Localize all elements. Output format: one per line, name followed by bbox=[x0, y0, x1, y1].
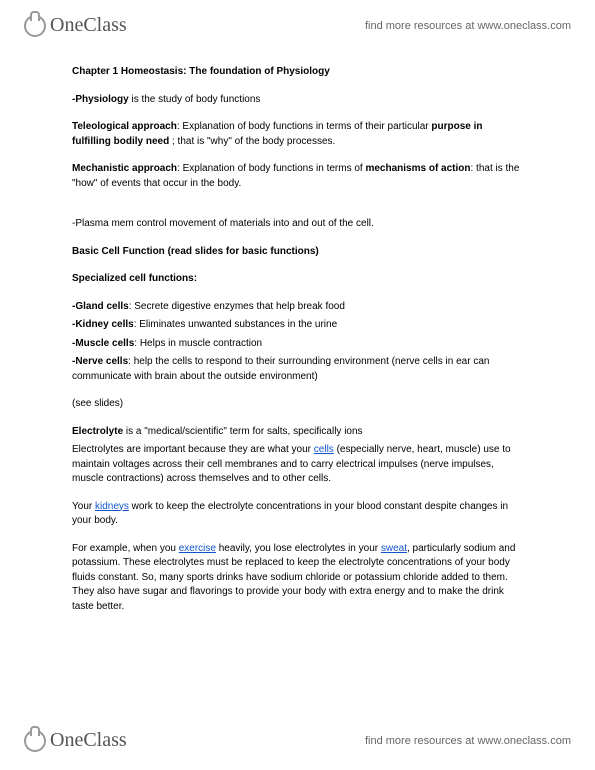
mechanistic-label: Mechanistic approach bbox=[72, 163, 177, 174]
physiology-label: -Physiology bbox=[72, 94, 129, 105]
specialized-heading: Specialized cell functions: bbox=[72, 272, 523, 287]
kidneys-para: Your kidneys work to keep the electrolyt… bbox=[72, 500, 523, 529]
gland-text: : Secrete digestive enzymes that help br… bbox=[129, 301, 345, 312]
teleological-para: Teleological approach: Explanation of bo… bbox=[72, 120, 523, 149]
kidneys-a: Your bbox=[72, 501, 95, 512]
gland-label: -Gland cells bbox=[72, 301, 129, 312]
sweat-link[interactable]: sweat bbox=[381, 543, 407, 554]
chapter-title-text: Chapter 1 Homeostasis: The foundation of… bbox=[72, 66, 330, 77]
page-footer: OneClass find more resources at www.onec… bbox=[0, 719, 595, 770]
electrolyte-def: Electrolyte is a "medical/scientific" te… bbox=[72, 425, 523, 440]
brand-logo: OneClass bbox=[24, 14, 127, 37]
page-header: OneClass find more resources at www.onec… bbox=[0, 0, 595, 47]
resources-link-footer[interactable]: find more resources at www.oneclass.com bbox=[365, 735, 571, 747]
example-b: heavily, you lose electrolytes in your bbox=[216, 543, 381, 554]
logo-icon bbox=[24, 730, 46, 752]
document-content: Chapter 1 Homeostasis: The foundation of… bbox=[0, 47, 595, 614]
muscle-label: -Muscle cells bbox=[72, 338, 134, 349]
brand-name: OneClass bbox=[50, 14, 127, 37]
nerve-label: -Nerve cells bbox=[72, 356, 128, 367]
kidney-cells-line: -Kidney cells: Eliminates unwanted subst… bbox=[72, 318, 523, 333]
nerve-text: : help the cells to respond to their sur… bbox=[72, 356, 489, 382]
plasma-para: -Plasma mem control movement of material… bbox=[72, 217, 523, 232]
teleological-text1: : Explanation of body functions in terms… bbox=[177, 121, 432, 132]
teleological-text2: ; that is "why" of the body processes. bbox=[169, 136, 335, 147]
logo-icon bbox=[24, 15, 46, 37]
muscle-cells-line: -Muscle cells: Helps in muscle contracti… bbox=[72, 337, 523, 352]
basic-cell-label: Basic Cell Function bbox=[72, 246, 165, 257]
brand-name-footer: OneClass bbox=[50, 729, 127, 752]
basic-cell-heading: Basic Cell Function (read slides for bas… bbox=[72, 245, 523, 260]
electrolyte-def-text: is a "medical/scientific" term for salts… bbox=[123, 426, 362, 437]
teleological-label: Teleological approach bbox=[72, 121, 177, 132]
physiology-definition: -Physiology is the study of body functio… bbox=[72, 93, 523, 108]
exercise-link[interactable]: exercise bbox=[179, 543, 216, 554]
mechanistic-text1: : Explanation of body functions in terms… bbox=[177, 163, 365, 174]
example-para: For example, when you exercise heavily, … bbox=[72, 542, 523, 615]
gland-cells-line: -Gland cells: Secrete digestive enzymes … bbox=[72, 300, 523, 315]
mechanistic-para: Mechanistic approach: Explanation of bod… bbox=[72, 162, 523, 191]
mechanistic-bold2: mechanisms of action bbox=[365, 163, 470, 174]
electrolyte-p2a: Electrolytes are important because they … bbox=[72, 444, 314, 455]
specialized-heading-text: Specialized cell functions: bbox=[72, 273, 197, 284]
electrolyte-importance: Electrolytes are important because they … bbox=[72, 443, 523, 487]
chapter-title: Chapter 1 Homeostasis: The foundation of… bbox=[72, 65, 523, 80]
basic-cell-text: (read slides for basic functions) bbox=[165, 246, 319, 257]
muscle-text: : Helps in muscle contraction bbox=[134, 338, 262, 349]
electrolyte-label: Electrolyte bbox=[72, 426, 123, 437]
kidneys-link[interactable]: kidneys bbox=[95, 501, 129, 512]
resources-link[interactable]: find more resources at www.oneclass.com bbox=[365, 20, 571, 32]
brand-logo-footer: OneClass bbox=[24, 729, 127, 752]
kidney-text: : Eliminates unwanted substances in the … bbox=[134, 319, 337, 330]
nerve-cells-line: -Nerve cells: help the cells to respond … bbox=[72, 355, 523, 384]
cells-link[interactable]: cells bbox=[314, 444, 334, 455]
kidney-label: -Kidney cells bbox=[72, 319, 134, 330]
kidneys-b: work to keep the electrolyte concentrati… bbox=[72, 501, 508, 527]
physiology-text: is the study of body functions bbox=[129, 94, 261, 105]
example-a: For example, when you bbox=[72, 543, 179, 554]
see-slides: (see slides) bbox=[72, 397, 523, 412]
